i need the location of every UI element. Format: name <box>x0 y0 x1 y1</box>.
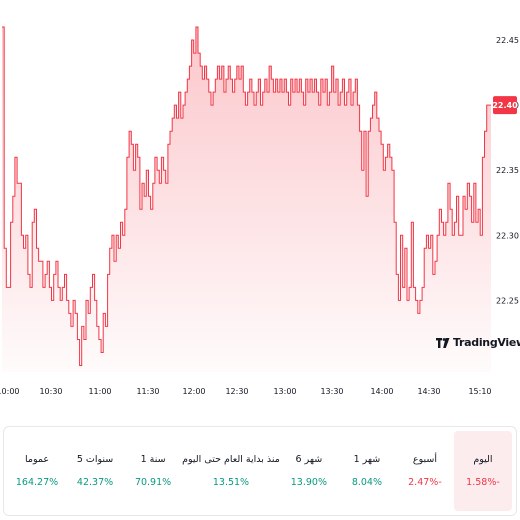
x-tick-label: 14:30 <box>417 387 440 396</box>
performance-period-3[interactable]: 6 شهر 13.90% <box>280 431 338 511</box>
x-tick-label: 15:10 <box>468 387 491 396</box>
y-tick-label: 22.30 <box>496 231 519 240</box>
x-tick-label: 10:00 <box>0 387 20 396</box>
performance-period-value: 1.58%- <box>466 477 500 488</box>
performance-period-value: 2.47%- <box>408 477 442 488</box>
performance-period-label: 1 سنة <box>140 454 166 465</box>
performance-period-value: 164.27% <box>15 477 59 488</box>
tradingview-watermark[interactable]: TradingView <box>436 336 520 349</box>
x-tick-label: 12:30 <box>225 387 248 396</box>
y-tick-label: 22.45 <box>496 36 519 45</box>
performance-period-label: أسبوع <box>412 454 437 465</box>
y-tick-label: 22.25 <box>496 296 519 305</box>
performance-period-4[interactable]: منذ بداية العام حتى اليوم 13.51% <box>182 431 280 511</box>
price-line <box>2 26 491 366</box>
performance-period-label: 5 سنوات <box>76 454 114 465</box>
tradingview-wordmark: TradingView <box>453 336 520 349</box>
y-tick-label: 22.35 <box>496 166 519 175</box>
performance-period-value: 13.51% <box>212 477 250 488</box>
performance-period-0[interactable]: اليوم 1.58%- <box>453 431 512 511</box>
performance-period-1[interactable]: أسبوع 2.47%- <box>396 431 454 511</box>
x-tick-label: 10:30 <box>39 387 62 396</box>
performance-period-5[interactable]: 1 سنة 70.91% <box>124 431 182 511</box>
x-tick-label: 14:00 <box>370 387 393 396</box>
performance-period-value: 70.91% <box>134 477 172 488</box>
performance-period-label: عموما <box>24 454 50 465</box>
performance-period-6[interactable]: 5 سنوات 42.37% <box>66 431 124 511</box>
x-tick-label: 13:00 <box>273 387 296 396</box>
price-chart-svg[interactable]: 22.25 22.30 22.35 22.40 22.45 10:00 10:30 11:0… <box>0 0 520 400</box>
price-area-fill <box>2 27 491 372</box>
x-tick-label: 12:00 <box>182 387 205 396</box>
price-chart[interactable]: 22.25 22.30 22.35 22.40 22.45 10:00 10:30 11:0… <box>0 0 520 400</box>
performance-period-2[interactable]: 1 شهر 8.04% <box>338 431 396 511</box>
performance-period-label: 1 شهر <box>353 454 381 465</box>
performance-period-label: 6 شهر <box>295 454 323 465</box>
performance-period-value: 42.37% <box>76 477 114 488</box>
performance-period-value: 8.04% <box>351 477 383 488</box>
tradingview-logo-icon <box>436 337 450 348</box>
performance-period-7[interactable]: عموما 164.27% <box>8 431 66 511</box>
performance-panel: اليوم 1.58%- أسبوع 2.47%- 1 شهر 8.04% 6 شهر 13.… <box>3 426 517 516</box>
x-tick-label: 13:30 <box>320 387 343 396</box>
last-price-label: 22.40 <box>492 101 518 110</box>
performance-period-label: اليوم <box>473 454 493 465</box>
performance-period-label: منذ بداية العام حتى اليوم <box>182 454 280 465</box>
last-price-tag <box>493 96 517 115</box>
performance-period-value: 13.90% <box>290 477 327 488</box>
x-tick-label: 11:30 <box>136 387 159 396</box>
x-tick-label: 11:00 <box>88 387 111 396</box>
